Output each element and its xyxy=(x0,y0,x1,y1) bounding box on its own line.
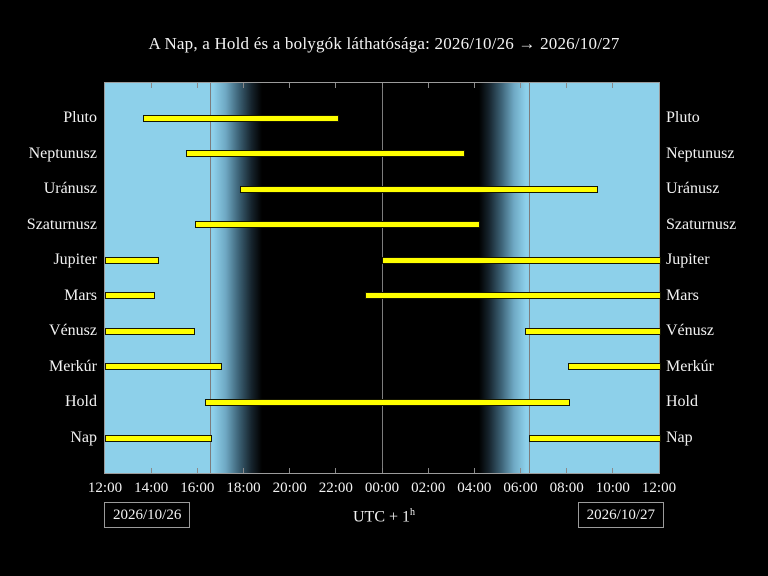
visibility-bar-merkur xyxy=(105,363,223,371)
axis-tick-bottom xyxy=(150,468,152,473)
x-tick-label-7: 02:00 xyxy=(411,480,446,496)
date-box-end: 2026/10/27 xyxy=(577,502,664,528)
axis-tick-bottom xyxy=(566,468,568,473)
x-tick-label-9: 06:00 xyxy=(503,480,538,496)
row-labels-right: Pluto Neptunusz Uránusz Szaturnusz Jupiter Ma… xyxy=(666,83,768,473)
plot-area xyxy=(104,82,661,474)
row-label-left-hold: Hold xyxy=(65,393,97,411)
x-tick-label-0: 12:00 xyxy=(87,480,123,496)
sunrise-line xyxy=(528,83,530,473)
visibility-bar-venusz xyxy=(525,327,661,335)
row-label-right-neptunusz: Neptunusz xyxy=(666,144,735,162)
x-tick-label-2: 16:00 xyxy=(180,480,215,496)
visibility-bar-hold xyxy=(205,398,570,406)
axis-tick-top xyxy=(196,83,198,88)
axis-tick-top xyxy=(289,83,291,88)
row-label-left-neptunusz: Neptunusz xyxy=(28,144,97,162)
visibility-bar-jupiter xyxy=(382,256,661,264)
midnight-line xyxy=(381,83,383,473)
row-label-right-pluto: Pluto xyxy=(666,109,700,126)
row-label-right-merkur: Merkúr xyxy=(666,357,714,375)
row-label-right-mars: Mars xyxy=(666,286,699,304)
row-label-left-venusz: Vénusz xyxy=(49,322,97,340)
row-label-left-nap: Nap xyxy=(70,429,97,446)
dusk-twilight-gradient xyxy=(210,83,262,473)
x-tick-label-8: 04:00 xyxy=(457,480,492,496)
timezone-label: UTC + 1h xyxy=(0,507,768,526)
axis-tick-top xyxy=(150,83,152,88)
visibility-bar-nap xyxy=(105,434,213,442)
row-label-left-pluto: Pluto xyxy=(63,109,97,126)
visibility-bar-mars xyxy=(105,292,155,300)
visibility-bar-venusz xyxy=(105,327,196,335)
timezone-label-base: UTC + 1 xyxy=(352,508,411,526)
axis-tick-bottom xyxy=(243,468,244,473)
axis-tick-top xyxy=(243,83,244,88)
axis-tick-bottom xyxy=(612,468,614,473)
axis-tick-top xyxy=(381,83,383,88)
x-tick-label-10: 08:00 xyxy=(549,480,584,496)
axis-tick-top xyxy=(520,83,521,88)
row-label-left-szaturnusz: Szaturnusz xyxy=(26,215,97,233)
timezone-label-sup: h xyxy=(410,507,416,518)
visibility-bar-merkur xyxy=(568,363,661,371)
row-label-left-jupiter: Jupiter xyxy=(53,251,97,269)
visibility-bar-szaturnusz xyxy=(195,221,480,229)
dawn-twilight-gradient xyxy=(478,83,530,473)
row-label-right-jupiter: Jupiter xyxy=(666,251,710,269)
row-label-right-hold: Hold xyxy=(666,393,698,411)
axis-tick-bottom xyxy=(335,468,337,473)
visibility-bar-uranusz xyxy=(240,185,598,193)
row-label-right-szaturnusz: Szaturnusz xyxy=(666,215,737,233)
axis-tick-bottom xyxy=(381,468,383,473)
x-tick-label-1: 14:00 xyxy=(134,480,169,496)
sunset-line xyxy=(209,83,211,473)
axis-tick-bottom xyxy=(473,468,475,473)
row-label-left-uranusz: Uránusz xyxy=(43,180,97,198)
x-tick-label-3: 18:00 xyxy=(226,480,261,496)
row-labels-left: Pluto Neptunusz Uránusz Szaturnusz Jupiter Ma… xyxy=(0,83,97,473)
chart-title: A Nap, a Hold és a bolygók láthatósága: … xyxy=(148,34,620,53)
axis-tick-bottom xyxy=(520,468,521,473)
day-region-left xyxy=(105,83,211,473)
axis-tick-bottom xyxy=(289,468,291,473)
row-label-left-mars: Mars xyxy=(64,286,97,304)
axis-tick-bottom xyxy=(427,468,429,473)
visibility-bar-neptunusz xyxy=(186,150,466,158)
axis-tick-top xyxy=(473,83,475,88)
day-region-right xyxy=(529,83,659,473)
visibility-bar-mars xyxy=(365,292,661,300)
row-label-right-nap: Nap xyxy=(666,429,693,446)
x-tick-label-4: 20:00 xyxy=(272,480,307,496)
x-tick-label-12: 12:00 xyxy=(641,480,677,496)
axis-tick-top xyxy=(612,83,614,88)
row-label-right-uranusz: Uránusz xyxy=(666,180,720,198)
x-tick-label-11: 10:00 xyxy=(595,480,630,496)
axis-tick-bottom xyxy=(196,468,198,473)
axis-tick-top xyxy=(566,83,568,88)
x-tick-label-6: 00:00 xyxy=(364,480,400,496)
x-tick-label-5: 22:00 xyxy=(318,480,353,496)
row-label-right-venusz: Vénusz xyxy=(666,322,714,340)
axis-tick-top xyxy=(335,83,337,88)
visibility-bar-nap xyxy=(529,434,661,442)
axis-tick-top xyxy=(427,83,429,88)
row-label-left-merkur: Merkúr xyxy=(49,357,97,375)
date-box-start: 2026/10/26 xyxy=(104,502,191,528)
visibility-bar-jupiter xyxy=(105,256,160,264)
visibility-bar-pluto xyxy=(142,114,339,122)
